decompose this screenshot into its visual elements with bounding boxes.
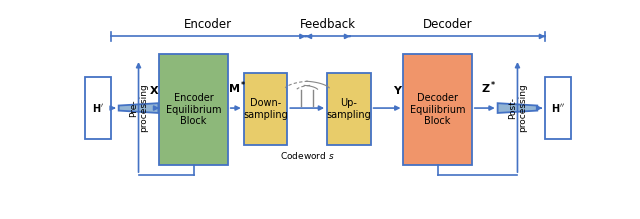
Text: $\mathbf{Z^*}$: $\mathbf{Z^*}$ [481,80,497,96]
Bar [545,77,571,139]
Polygon shape [498,103,538,113]
Text: $\mathbf{H'}$: $\mathbf{H'}$ [92,102,104,114]
Text: Codeword $\mathit{s}$: Codeword $\mathit{s}$ [280,150,335,161]
Text: $\mathbf{M^*}$: $\mathbf{M^*}$ [228,80,246,96]
Text: Encoder: Encoder [184,18,232,31]
Text: $\mathbf{Y}$: $\mathbf{Y}$ [394,84,404,96]
Bar [403,54,472,165]
Text: Up-
sampling: Up- sampling [326,98,371,120]
Polygon shape [118,103,158,113]
Bar [327,73,371,145]
Text: $\mathbf{X}$: $\mathbf{X}$ [149,84,159,96]
Text: Decoder: Decoder [423,18,472,31]
Text: Post-
processing: Post- processing [508,84,527,132]
Bar [85,77,111,139]
Text: Decoder
Equilibrium
Block: Decoder Equilibrium Block [410,93,465,126]
Text: Pre-
processing: Pre- processing [129,84,148,132]
Bar [244,73,287,145]
Text: $\mathbf{H''}$: $\mathbf{H''}$ [551,102,565,114]
Bar [159,54,228,165]
Text: Encoder
Equilibrium
Block: Encoder Equilibrium Block [166,93,221,126]
Text: Feedback: Feedback [300,18,356,31]
Text: Down-
sampling: Down- sampling [243,98,288,120]
